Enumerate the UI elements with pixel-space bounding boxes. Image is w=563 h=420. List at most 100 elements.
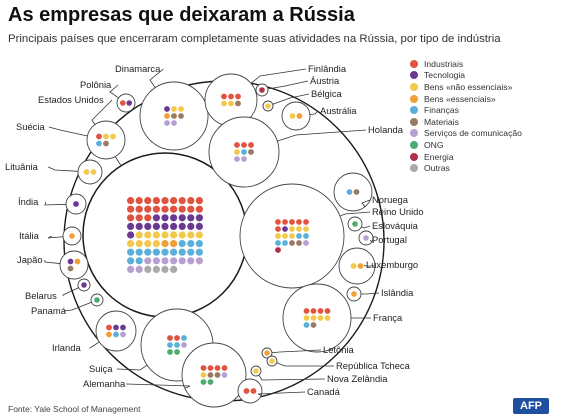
- company-dot-bens-nao-essenciais: [103, 133, 109, 140]
- country-bubble-lituania: Lituânia: [5, 159, 103, 185]
- country-bubble-polonia: Polônia: [80, 79, 136, 113]
- legend-item-energia: Energia: [410, 151, 522, 163]
- company-dot-financas: [161, 248, 169, 256]
- legend-swatch: [410, 140, 418, 149]
- country-label: Panamá: [31, 305, 67, 316]
- country-label: Noruega: [372, 194, 409, 205]
- bubble-outline: [237, 378, 263, 404]
- afp-logo: AFP: [513, 398, 549, 414]
- company-dot-industriais: [178, 197, 186, 205]
- company-dot-bens-nao-essenciais: [275, 233, 281, 239]
- company-dot-industriais: [241, 142, 247, 148]
- company-dot-bens-nao-essenciais: [289, 226, 295, 232]
- company-dot-ong: [174, 349, 180, 355]
- company-dot-bens-essenciais: [264, 350, 270, 356]
- company-dot-industriais: [221, 365, 228, 371]
- company-dot-materiais: [214, 372, 221, 378]
- company-dot-tecnologia: [144, 222, 152, 230]
- company-dot-financas: [187, 248, 195, 256]
- chart-subtitle: Principais países que encerraram complet…: [8, 33, 501, 45]
- company-dot-industriais: [187, 197, 195, 205]
- company-dot-financas: [174, 342, 180, 348]
- company-dot-industriais: [310, 308, 317, 314]
- company-dot-materiais: [178, 113, 184, 119]
- leader-line: [63, 301, 92, 312]
- company-dot-financas: [135, 257, 143, 265]
- country-label: Suiça: [89, 363, 113, 374]
- company-dot-financas: [113, 331, 119, 338]
- leader-line: [309, 110, 319, 115]
- company-dot-outras: [144, 265, 152, 273]
- legend-item-bens-essenciais: Bens «essenciais»: [410, 93, 522, 105]
- company-dot-financas: [303, 322, 310, 328]
- country-bubble-australia: Austrália: [281, 101, 357, 131]
- country-bubble-belgica: Bélgica: [262, 88, 343, 112]
- company-dot-industriais: [317, 308, 324, 314]
- company-dot-bens-essenciais: [351, 291, 357, 297]
- company-dot-bens-nao-essenciais: [144, 231, 152, 239]
- company-dot-materiais: [67, 265, 74, 272]
- company-dot-industriais: [135, 214, 143, 222]
- country-label: Eslováquia: [372, 220, 419, 231]
- company-dot-financas: [178, 248, 186, 256]
- country-label: Bélgica: [311, 88, 343, 99]
- company-dot-bens-nao-essenciais: [178, 106, 184, 112]
- company-dot-tecnologia: [187, 222, 195, 230]
- bubble-outline: [95, 310, 137, 352]
- company-dot-industriais: [178, 205, 186, 213]
- company-dot-tecnologia: [127, 222, 135, 230]
- country-bubble-alemanha: Alemanha: [83, 342, 247, 408]
- company-dot-industriais: [106, 324, 112, 331]
- leader-line: [126, 383, 191, 389]
- country-label: Índia: [18, 196, 39, 207]
- leader-line: [361, 292, 380, 295]
- company-dot-industriais: [152, 205, 160, 213]
- company-dot-bens-nao-essenciais: [289, 233, 295, 239]
- bubble-outline: [281, 101, 311, 131]
- leader-line: [361, 199, 371, 207]
- leader-line: [257, 391, 306, 396]
- country-label: Portugal: [372, 234, 407, 245]
- legend-swatch: [410, 117, 418, 126]
- company-dot-bens-essenciais: [357, 263, 364, 269]
- legend-label: Industriais: [424, 58, 464, 69]
- company-dot-bens-nao-essenciais: [171, 106, 177, 112]
- leader-line: [271, 349, 322, 354]
- company-dot-ong: [94, 297, 100, 303]
- company-dot-tecnologia: [67, 258, 74, 265]
- bubble-outline: [116, 93, 136, 113]
- country-label: Polônia: [80, 79, 112, 90]
- company-dot-bens-essenciais: [74, 258, 81, 265]
- company-dot-bens-essenciais: [296, 113, 303, 119]
- company-dot-industriais: [243, 388, 250, 394]
- company-dot-servicos-de-comunicacao: [178, 257, 186, 265]
- company-dot-financas: [187, 240, 195, 248]
- company-dot-servicos-de-comunicacao: [135, 265, 143, 273]
- company-dot-financas: [195, 248, 203, 256]
- company-dot-tecnologia: [73, 201, 79, 207]
- country-label: Canadá: [307, 386, 341, 397]
- company-dot-industriais: [152, 197, 160, 205]
- company-dot-materiais: [248, 149, 254, 155]
- company-dot-materiais: [235, 100, 241, 107]
- country-bubble-noruega: Noruega: [333, 172, 409, 212]
- legend-item-ong: ONG: [410, 139, 522, 151]
- company-dot-industriais: [250, 388, 257, 394]
- country-bubble-estados-unidos: Estados Unidos: [38, 94, 248, 318]
- company-dot-tecnologia: [282, 226, 288, 232]
- legend-swatch: [410, 82, 418, 91]
- company-dot-industriais: [234, 142, 240, 148]
- company-dot-bens-nao-essenciais: [110, 133, 116, 140]
- company-dot-financas: [282, 240, 288, 246]
- country-label: Islândia: [381, 287, 414, 298]
- company-dot-bens-nao-essenciais: [195, 231, 203, 239]
- company-dot-materiais: [171, 113, 177, 119]
- company-dot-industriais: [135, 197, 143, 205]
- company-dot-tecnologia: [170, 214, 178, 222]
- bubble-outline: [59, 250, 89, 280]
- company-dot-bens-nao-essenciais: [350, 263, 357, 269]
- company-dot-industriais: [303, 308, 310, 314]
- country-label: Japão: [17, 254, 43, 265]
- leader-line: [361, 225, 371, 229]
